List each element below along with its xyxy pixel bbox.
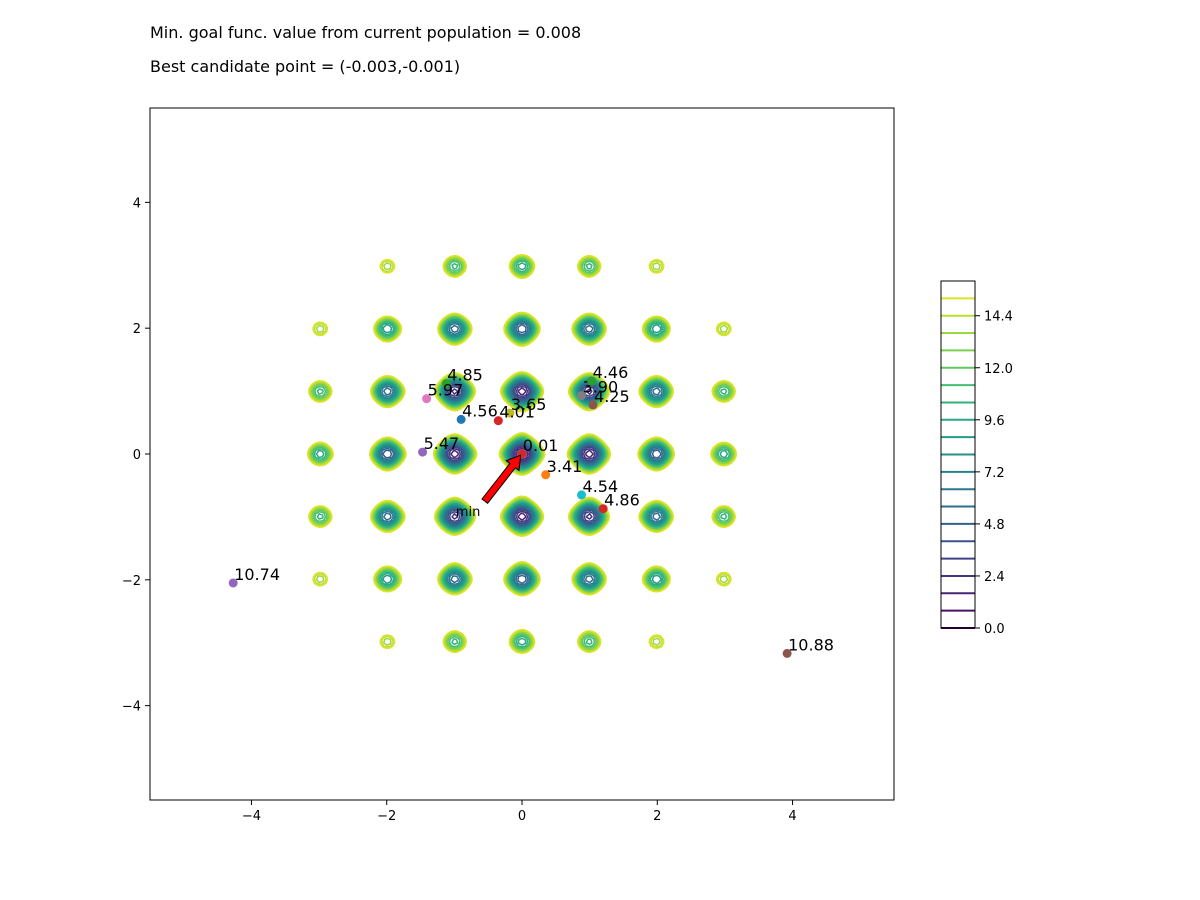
y-tick-label: 4 — [133, 196, 141, 211]
point-value-label: 0.01 — [523, 436, 559, 455]
contour-level-line — [379, 321, 665, 587]
contour-level-line — [445, 382, 599, 526]
colorbar-frame — [940, 280, 976, 629]
x-tick-label: 2 — [653, 809, 661, 824]
population-point — [422, 394, 432, 404]
population-point — [418, 447, 428, 457]
population-point — [541, 470, 551, 480]
point-value-label: 10.88 — [788, 635, 834, 654]
population-point — [456, 414, 466, 424]
min-arrow — [481, 454, 522, 504]
contour-level-line — [376, 318, 668, 590]
axis-ticks: −4 −2 0 2 4 −4 −2 0 2 4 — [122, 196, 797, 824]
point-value-label: 3.41 — [547, 457, 583, 476]
colorbar-tick-label: 4.8 — [984, 518, 1005, 533]
population-point — [577, 490, 587, 500]
contour-level-line — [448, 385, 596, 523]
contour-level-line — [380, 322, 664, 586]
point-value-label: 10.74 — [234, 565, 280, 584]
point-value-label: 4.85 — [447, 366, 483, 385]
population-min-value-text: Min. goal func. value from current popul… — [150, 23, 582, 42]
point-value-label: 4.86 — [604, 491, 640, 510]
point-value-label: 4.25 — [594, 387, 630, 406]
contour-level-line — [310, 257, 734, 651]
point-value-label: 4.01 — [499, 403, 535, 422]
population-point — [505, 408, 515, 418]
colorbar-tick-label: 0.0 — [984, 622, 1005, 637]
point-value-label: 4.56 — [462, 401, 498, 420]
contour-level-line — [382, 324, 662, 584]
colorbar-tick-label: 12.0 — [984, 362, 1013, 377]
population-point — [228, 578, 238, 588]
population-point — [598, 504, 608, 514]
y-tick-label: 2 — [133, 322, 141, 337]
point-value-label: 5.97 — [428, 381, 464, 400]
y-tick-label: −2 — [122, 574, 141, 589]
contour-level-line — [446, 383, 598, 525]
contour-level-line — [450, 387, 594, 521]
y-tick-label: 0 — [133, 448, 141, 463]
population-point — [441, 379, 451, 389]
colorbar: 0.0 2.4 4.8 7.2 9.6 12.0 14.4 — [940, 280, 1013, 637]
point-value-label: 5.47 — [424, 434, 460, 453]
population-points: 0.013.413.653.904.014.254.464.544.564.85… — [228, 363, 834, 658]
colorbar-tick-label: 9.6 — [984, 414, 1005, 429]
contour-level-line — [377, 319, 667, 589]
x-tick-label: 4 — [788, 809, 796, 824]
contour-level-line — [306, 253, 738, 655]
population-point — [782, 648, 792, 658]
point-value-label: 3.65 — [511, 395, 547, 414]
x-tick-label: 0 — [518, 809, 526, 824]
population-point — [493, 416, 503, 426]
point-value-label: 4.54 — [583, 477, 619, 496]
population-point — [588, 400, 598, 410]
min-annotation: min — [456, 454, 522, 520]
colorbar-tick-label: 2.4 — [984, 570, 1005, 585]
x-tick-label: −2 — [377, 809, 396, 824]
population-point — [577, 390, 587, 400]
population-point — [587, 376, 597, 386]
x-tick-label: −4 — [242, 809, 261, 824]
colorbar-tick-label: 14.4 — [984, 310, 1013, 325]
best-candidate-text: Best candidate point = (-0.003,-0.001) — [150, 57, 461, 76]
y-tick-label: −4 — [122, 700, 141, 715]
min-annotation-label: min — [456, 505, 481, 520]
colorbar-tick-label: 7.2 — [984, 466, 1005, 481]
point-value-label: 4.46 — [593, 363, 629, 382]
